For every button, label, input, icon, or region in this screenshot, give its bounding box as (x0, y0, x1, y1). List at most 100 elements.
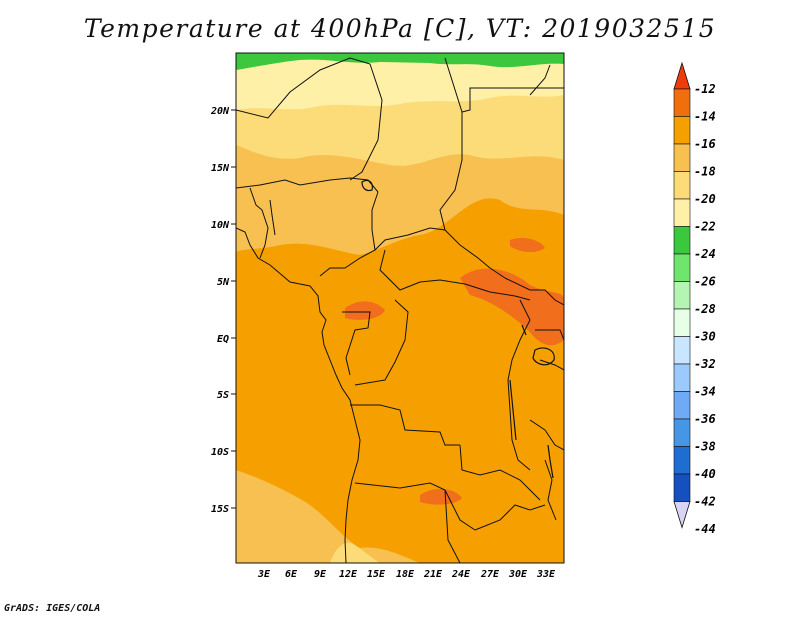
colorbar-label: -26 (694, 275, 716, 289)
colorbar-arrow-low (673, 501, 691, 529)
colorbar-box (673, 391, 691, 420)
field-band-23 (236, 53, 564, 70)
border-red-sea (529, 64, 551, 96)
border-drc-east (507, 299, 531, 471)
colorbar-box (673, 143, 691, 172)
colorbar-box (673, 473, 691, 502)
colorbar-label: -22 (694, 220, 716, 234)
lat-label-15s: 15S (211, 504, 229, 515)
border-drc-north (354, 299, 409, 386)
border-kenya (539, 359, 564, 371)
border-uganda (535, 329, 564, 341)
lon-label-24e: 24E (451, 569, 471, 580)
latitude-axis: 20N 15N 10N 5N EQ 5S 10S 15S (210, 106, 236, 515)
colorbar-label: -18 (694, 165, 716, 179)
colorbar-box (673, 418, 691, 447)
lat-label-10s: 10S (211, 447, 229, 458)
map-title: Temperature at 400hPa [C], VT: 201903251… (83, 14, 717, 43)
lake-tanganyika (509, 379, 517, 441)
colorbar-label: -38 (694, 440, 716, 454)
colorbar-label: -30 (694, 330, 716, 344)
lon-label-33e: 33E (536, 569, 556, 580)
lon-label-21e: 21E (423, 569, 443, 580)
temperature-field (236, 53, 564, 563)
map-frame (235, 52, 565, 564)
lat-label-15n: 15N (211, 163, 230, 174)
lon-label-6e: 6E (285, 569, 298, 580)
border-tanzania (529, 419, 564, 451)
colorbar-box (673, 171, 691, 200)
colorbar-box (673, 198, 691, 227)
lon-label-18e: 18E (396, 569, 415, 580)
lon-label-15e: 15E (367, 569, 386, 580)
colorbar-label: -44 (694, 522, 716, 536)
colorbar-box (673, 363, 691, 392)
colorbar-label: -42 (694, 495, 716, 509)
lon-label-30e: 30E (508, 569, 528, 580)
longitude-axis: 3E 6E 9E 12E 15E 18E 21E 24E 27E 30E 33E (257, 569, 556, 580)
field-band-13a (460, 268, 564, 346)
border-namibia (474, 504, 546, 531)
border-angola-south (354, 482, 476, 531)
border-nigeria (319, 191, 379, 277)
border-niger-chad (439, 57, 463, 231)
colorbar-box (673, 88, 691, 117)
colorbar-label: -28 (694, 302, 716, 316)
border-west-small (249, 187, 269, 259)
lake-victoria (532, 347, 555, 366)
field-band-13d (510, 237, 545, 253)
lake-chad (361, 179, 373, 192)
border-malawi (544, 459, 557, 521)
lake-malawi (547, 444, 554, 479)
borders (236, 57, 564, 563)
colorbar-box (673, 308, 691, 337)
border-car-south (379, 249, 531, 301)
colorbar-label: -12 (694, 82, 716, 96)
colorbar-label: -16 (694, 137, 716, 151)
border-cameroon (374, 227, 506, 279)
colorbar-box (673, 226, 691, 255)
lon-label-12e: 12E (339, 569, 358, 580)
lat-label-10n: 10N (211, 220, 230, 231)
colorbar-box (673, 336, 691, 365)
border-sahel-south (236, 177, 379, 193)
lat-label-eq: EQ (217, 334, 229, 345)
border-angola-east (444, 489, 461, 563)
lake-albert (521, 324, 527, 336)
field-band-17-south (236, 470, 420, 563)
field-band-21 (236, 53, 564, 110)
colorbar-label: -34 (694, 385, 716, 399)
colorbar-label: -24 (694, 247, 716, 261)
colorbar-label: -20 (694, 192, 716, 206)
colorbar-box (673, 116, 691, 145)
lon-label-9e: 9E (314, 569, 327, 580)
field-band-13c (420, 488, 462, 505)
field-band-19-south (330, 542, 380, 563)
border-gabon-congo (342, 311, 371, 376)
colorbar-box (673, 253, 691, 282)
colorbar-label: -14 (694, 110, 716, 124)
field-band-13b (345, 301, 385, 320)
coastline-west (236, 227, 361, 563)
lon-label-27e: 27E (480, 569, 500, 580)
lon-label-3e: 3E (257, 569, 271, 580)
border-angola-north (350, 404, 460, 446)
colorbar-label: -36 (694, 412, 716, 426)
border-mauritania-mali (236, 57, 371, 119)
border-sudan-east (504, 277, 564, 306)
colorbar-box (673, 446, 691, 475)
border-mali-niger (349, 63, 383, 181)
colorbar-label: -32 (694, 357, 716, 371)
colorbar-arrow-high (673, 61, 691, 90)
lat-label-5n: 5N (217, 277, 230, 288)
border-zambia (459, 444, 541, 501)
colorbar-box (673, 281, 691, 310)
border-chad-sudan (461, 87, 564, 113)
grads-credit: GrADS: IGES/COLA (4, 603, 101, 614)
border-west-small-2 (269, 199, 276, 236)
lat-label-20n: 20N (210, 106, 230, 117)
colorbar-label: -40 (694, 467, 716, 481)
lakes (361, 179, 555, 479)
lat-label-5s: 5S (217, 390, 229, 401)
